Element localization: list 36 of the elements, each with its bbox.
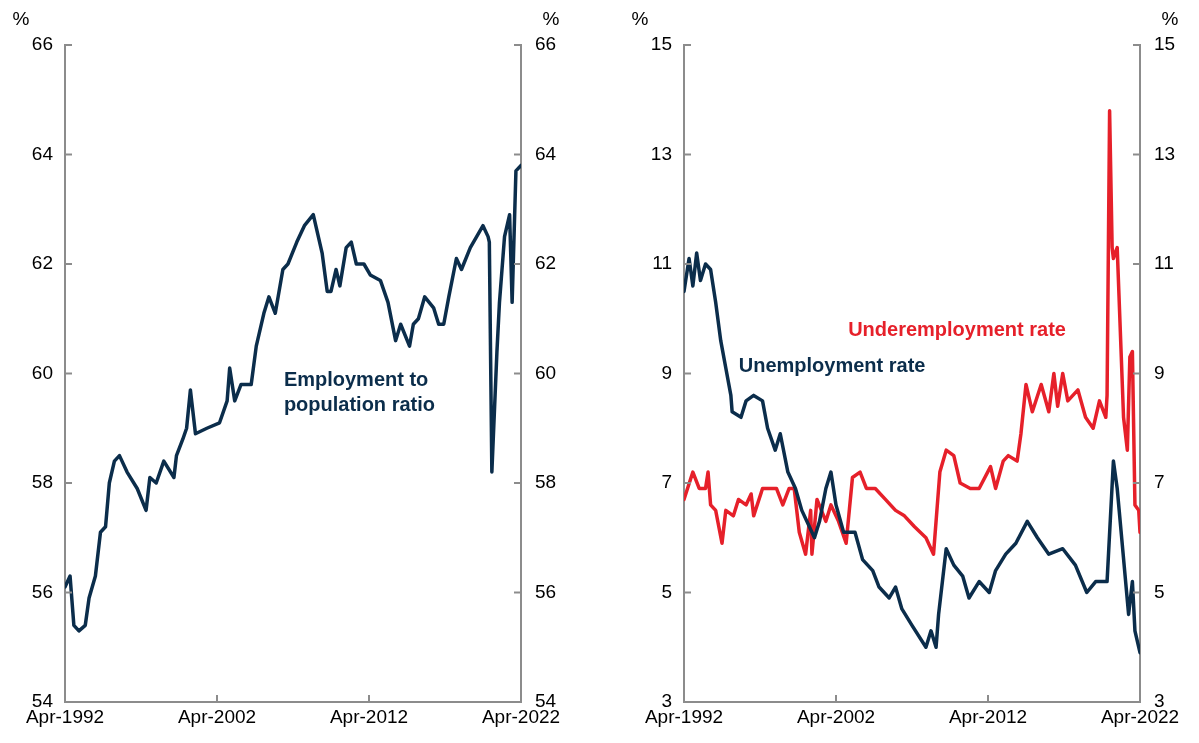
y2-tick-label: 15 bbox=[1154, 33, 1176, 55]
y-tick-label: 5 bbox=[661, 580, 672, 602]
y2-tick-label: 64 bbox=[535, 142, 557, 164]
y2-tick-label: 13 bbox=[1154, 142, 1176, 164]
y2-tick-label: 56 bbox=[535, 580, 557, 602]
y-tick-label: 56 bbox=[31, 580, 53, 602]
y-axis-title: % bbox=[12, 8, 30, 29]
y-tick-label: 7 bbox=[661, 471, 672, 493]
y2-tick-label: 62 bbox=[535, 252, 557, 274]
y2-tick-label: 60 bbox=[535, 361, 557, 383]
y2-tick-label: 5 bbox=[1154, 580, 1165, 602]
series-label: Employment to population ratio bbox=[283, 367, 435, 415]
y-tick-label: 13 bbox=[650, 142, 672, 164]
y2-tick-label: 58 bbox=[535, 471, 557, 493]
series-label: Unemployment rate bbox=[738, 354, 926, 377]
x-tick-label: Apr-2012 bbox=[329, 705, 409, 727]
y-tick-label: 3 bbox=[661, 690, 672, 712]
y-tick-label: 58 bbox=[31, 471, 53, 493]
x-tick-label: Apr-2002 bbox=[796, 705, 876, 727]
y-tick-label: 62 bbox=[31, 252, 53, 274]
y2-axis-title: % bbox=[1161, 8, 1179, 29]
series-label: Underemployment rate bbox=[848, 318, 1066, 341]
y2-tick-label: 7 bbox=[1154, 471, 1165, 493]
y-tick-label: 60 bbox=[31, 361, 53, 383]
y2-tick-label: 66 bbox=[535, 33, 557, 55]
x-tick-label: Apr-2012 bbox=[948, 705, 1028, 727]
x-tick-label: Apr-2002 bbox=[177, 705, 257, 727]
y-tick-label: 64 bbox=[31, 142, 54, 164]
y-tick-label: 66 bbox=[31, 33, 53, 55]
y-tick-label: 11 bbox=[652, 252, 672, 274]
y2-tick-label: 11 bbox=[1154, 252, 1174, 274]
y2-axis-title: % bbox=[542, 8, 560, 29]
y-axis-title: % bbox=[631, 8, 649, 29]
y2-tick-label: 9 bbox=[1154, 361, 1165, 383]
y-tick-label: 15 bbox=[650, 33, 672, 55]
y-tick-label: 9 bbox=[661, 361, 672, 383]
